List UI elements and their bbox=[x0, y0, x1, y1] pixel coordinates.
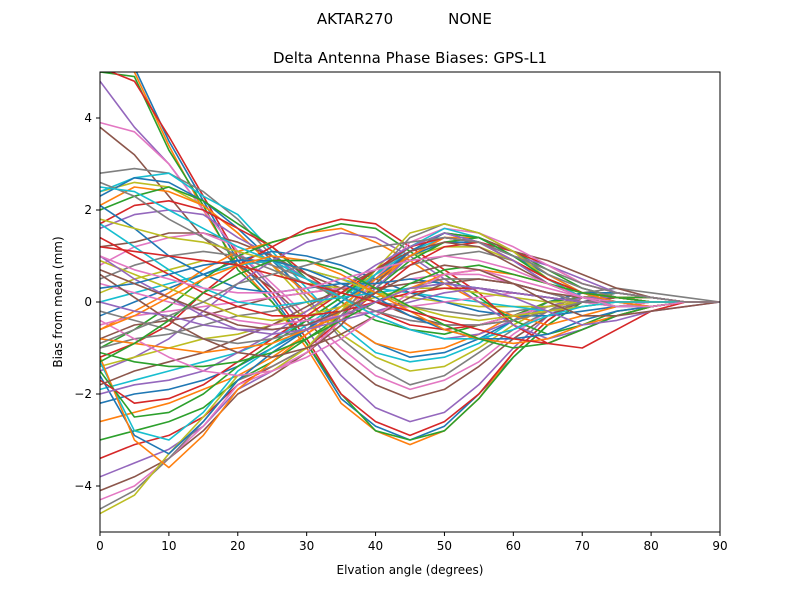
series-lines bbox=[100, 72, 720, 515]
y-tick-label: 2 bbox=[84, 203, 92, 217]
series-line-65 bbox=[100, 282, 720, 331]
series-line-64 bbox=[100, 246, 720, 349]
series-line-68 bbox=[100, 236, 720, 345]
x-tick-label: 30 bbox=[299, 539, 314, 553]
y-tick-label: 0 bbox=[84, 295, 92, 309]
suptitle-right: NONE bbox=[448, 10, 492, 28]
series-line-67 bbox=[100, 255, 720, 308]
y-tick-label: −4 bbox=[74, 479, 92, 493]
x-tick-label: 10 bbox=[161, 539, 176, 553]
x-tick-label: 80 bbox=[643, 539, 658, 553]
y-axis: −4 −2 0 2 4 bbox=[74, 111, 100, 493]
x-tick-label: 60 bbox=[506, 539, 521, 553]
x-tick-label: 50 bbox=[437, 539, 452, 553]
x-axis: 0 10 20 30 40 50 60 70 80 90 bbox=[96, 532, 728, 553]
series-line-2 bbox=[131, 72, 720, 446]
x-tick-label: 70 bbox=[575, 539, 590, 553]
series-line-60 bbox=[100, 186, 720, 340]
series-line-53 bbox=[100, 264, 720, 368]
y-axis-label: Bias from mean (mm) bbox=[51, 236, 65, 367]
series-line-66 bbox=[100, 264, 720, 331]
y-tick-label: 4 bbox=[84, 111, 92, 125]
chart-title: Delta Antenna Phase Biases: GPS-L1 bbox=[273, 49, 547, 67]
x-axis-label: Elvation angle (degrees) bbox=[337, 563, 484, 577]
series-line-61 bbox=[100, 259, 720, 340]
x-tick-label: 40 bbox=[368, 539, 383, 553]
suptitle-left: AKTAR270 bbox=[317, 10, 393, 28]
x-tick-label: 0 bbox=[96, 539, 104, 553]
x-tick-label: 90 bbox=[712, 539, 727, 553]
x-tick-label: 20 bbox=[230, 539, 245, 553]
y-tick-label: −2 bbox=[74, 387, 92, 401]
